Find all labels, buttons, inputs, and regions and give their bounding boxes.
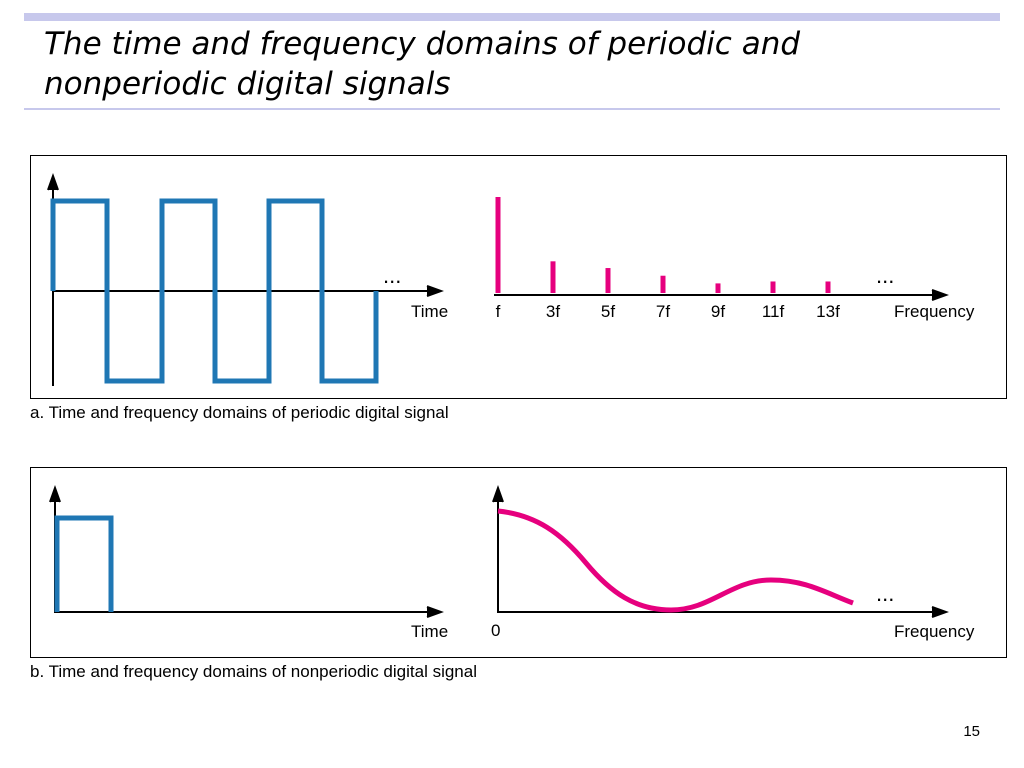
caption-nonperiodic: b. Time and frequency domains of nonperi… bbox=[30, 662, 477, 681]
time-axis-label: Time bbox=[411, 302, 448, 321]
periodic-square-wave bbox=[50, 198, 379, 384]
caption-periodic: a. Time and frequency domains of periodi… bbox=[30, 403, 449, 422]
harmonic-label-11f: 11f bbox=[762, 302, 785, 321]
frequency-ellipsis: ... bbox=[876, 581, 894, 606]
time-axis-label: Time bbox=[411, 622, 448, 641]
time-y-axis-arrowhead bbox=[49, 485, 61, 503]
title-top-bar bbox=[24, 13, 1000, 21]
harmonic-label-f: f bbox=[496, 302, 501, 321]
time-y-axis-arrowhead bbox=[47, 173, 59, 191]
panel-periodic-diagram: ... Time f 3f 5f 7f 9f 11f 13f ... Frequency bbox=[47, 173, 975, 386]
title-underline bbox=[24, 108, 1000, 110]
harmonic-label-3f: 3f bbox=[546, 302, 560, 321]
page-number: 15 bbox=[963, 723, 980, 740]
frequency-axis-label: Frequency bbox=[894, 622, 975, 641]
panel-periodic: ... Time f 3f 5f 7f 9f 11f 13f ... Frequency bbox=[30, 155, 1007, 399]
panel-nonperiodic: Time 0 ... Frequency bbox=[30, 467, 1007, 658]
panel-nonperiodic-diagram: Time 0 ... Frequency bbox=[49, 485, 975, 641]
harmonic-spectrum: f 3f 5f 7f 9f 11f 13f bbox=[495, 197, 840, 321]
time-ellipsis: ... bbox=[383, 263, 401, 288]
frequency-x-axis-arrowhead bbox=[931, 606, 949, 618]
frequency-y-axis-arrowhead bbox=[492, 485, 504, 503]
continuous-spectrum-curve bbox=[497, 508, 854, 613]
harmonic-label-9f: 9f bbox=[711, 302, 725, 321]
slide-title: The time and frequency domains of period… bbox=[44, 26, 801, 102]
time-x-axis-arrowhead bbox=[426, 606, 444, 618]
frequency-x-axis-arrowhead bbox=[931, 289, 949, 301]
time-x-axis-arrowhead bbox=[426, 285, 444, 297]
frequency-axis-label: Frequency bbox=[894, 302, 975, 321]
harmonic-label-7f: 7f bbox=[656, 302, 670, 321]
harmonic-label-13f: 13f bbox=[816, 302, 840, 321]
frequency-ellipsis: ... bbox=[876, 263, 894, 288]
harmonic-label-5f: 5f bbox=[601, 302, 615, 321]
frequency-domain-axes bbox=[492, 485, 949, 618]
frequency-domain-axes bbox=[494, 289, 949, 301]
single-pulse bbox=[54, 515, 114, 612]
frequency-origin-label: 0 bbox=[491, 621, 500, 640]
